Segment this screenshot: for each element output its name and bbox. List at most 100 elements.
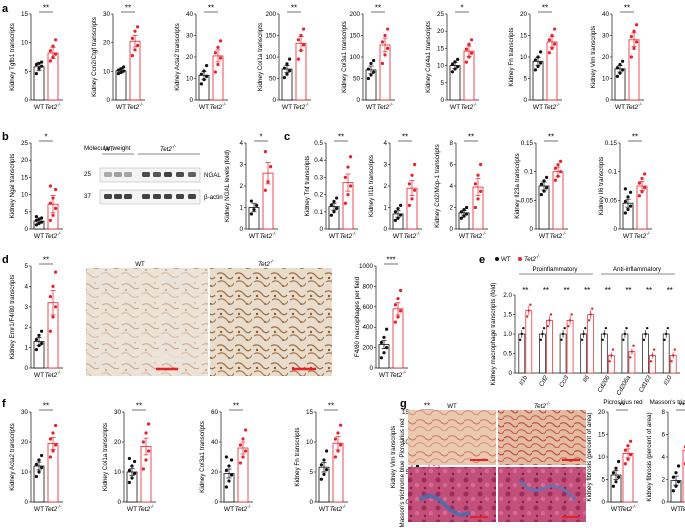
x-label-tet2: Tet2-/- xyxy=(45,504,62,513)
x-label-wt: WT xyxy=(329,233,339,240)
y-tick-label: 2 xyxy=(661,477,665,484)
point-wt xyxy=(379,356,383,360)
y-tick-label: 1.5 xyxy=(503,312,512,319)
point-tet2 xyxy=(54,187,58,192)
point-tet2 xyxy=(333,455,337,459)
point-tet2 xyxy=(48,329,53,333)
point-tet2 xyxy=(549,313,553,316)
point-tet2 xyxy=(410,197,414,201)
y-tick-label: 0.15 xyxy=(605,140,618,147)
y-axis-label: Kidney Acta2 transcripts xyxy=(9,423,16,491)
point-wt xyxy=(582,332,585,336)
x-label-wt: WT xyxy=(393,233,403,240)
sig-label: ** xyxy=(605,286,611,295)
band-ngal xyxy=(164,172,172,177)
point-tet2 xyxy=(349,184,353,188)
point-wt xyxy=(122,69,126,73)
y-tick-label: 0 xyxy=(601,499,605,506)
legend-tet2-marker xyxy=(518,257,522,261)
sig-label: ** xyxy=(543,286,549,295)
point-tet2 xyxy=(213,51,217,55)
x-label-tet2: Tet2-/- xyxy=(620,504,637,513)
point-wt xyxy=(37,61,41,65)
group-label-anti: Anti-inflammatory xyxy=(613,266,662,273)
point-tet2 xyxy=(130,36,134,40)
point-wt xyxy=(645,326,649,330)
point-wt xyxy=(393,218,397,222)
point-wt xyxy=(519,338,522,342)
point-wt xyxy=(40,64,44,68)
point-tet2 xyxy=(568,319,572,322)
y-tick-label: 20 xyxy=(598,409,606,416)
y-tick-label: 2 xyxy=(239,183,243,190)
point-wt xyxy=(621,59,625,63)
y-tick-label: 15 xyxy=(21,174,29,181)
point-wt xyxy=(34,62,39,67)
y-tick-label: 600 xyxy=(362,304,373,311)
chart-a6: 0 5 10 15 20 25 Kidney Col4a1 transcripts WT Tet… xyxy=(425,4,479,111)
sig-label: ** xyxy=(402,133,408,142)
point-tet2 xyxy=(393,320,397,324)
point-tet2 xyxy=(547,38,552,42)
point-tet2 xyxy=(610,354,613,357)
western-ladder-25: 25 xyxy=(84,171,91,178)
point-tet2 xyxy=(238,461,242,465)
x-label-tet2: Tet2-/- xyxy=(626,102,643,111)
y-tick-label: 20 xyxy=(211,469,219,476)
point-wt xyxy=(40,341,44,346)
y-tick-label: 10 xyxy=(437,63,445,70)
point-wt xyxy=(282,76,286,80)
point-tet2 xyxy=(591,307,594,310)
point-wt xyxy=(626,195,630,199)
point-tet2 xyxy=(567,325,570,328)
point-tet2 xyxy=(144,458,148,462)
point-wt xyxy=(133,459,137,464)
y-tick-label: 15 xyxy=(598,432,606,439)
x-label-wt: WT xyxy=(533,104,543,111)
x-label-wt: WT xyxy=(611,506,621,513)
point-wt xyxy=(456,57,460,62)
y-tick-label: 2 xyxy=(449,205,453,212)
point-wt xyxy=(199,82,203,86)
point-wt xyxy=(542,189,546,193)
point-tet2 xyxy=(238,443,242,447)
point-tet2 xyxy=(54,305,58,309)
point-tet2 xyxy=(635,40,639,44)
point-wt xyxy=(536,64,540,69)
point-tet2 xyxy=(629,55,634,59)
point-tet2 xyxy=(269,165,273,169)
y-tick-label: 0 xyxy=(189,97,193,104)
point-wt xyxy=(249,212,253,216)
y-tick-label: 20 xyxy=(21,439,29,446)
y-tick-label: 10 xyxy=(598,454,606,461)
sig-label: * xyxy=(259,133,262,142)
y-tick-label: 5 xyxy=(24,68,28,75)
y-axis-label: Kidney Tgfb1 transcripts xyxy=(9,23,16,91)
y-tick-label: 2.0 xyxy=(503,292,512,299)
y-axis-label: Kidney Il1b transcripts xyxy=(368,155,375,217)
y-tick-label: 0 xyxy=(369,365,373,372)
point-wt xyxy=(332,210,336,214)
point-wt xyxy=(671,489,676,493)
point-wt xyxy=(37,221,41,226)
point-wt xyxy=(372,70,376,74)
point-tet2 xyxy=(54,206,58,210)
chart-e: 0 0.5 1.0 1.5 2.0 Kidney macrophage transcrip… xyxy=(490,254,680,397)
x-label-tet2: Tet2-/- xyxy=(127,102,144,111)
point-wt xyxy=(122,65,126,69)
point-tet2 xyxy=(640,190,644,194)
point-wt xyxy=(282,66,286,70)
point-tet2 xyxy=(54,423,58,428)
sig-label: ** xyxy=(625,286,631,295)
point-tet2 xyxy=(51,284,55,288)
point-wt xyxy=(227,464,231,468)
point-wt xyxy=(601,338,604,342)
y-tick-label: 4 xyxy=(24,283,28,290)
point-tet2 xyxy=(570,313,573,316)
sig-label: ** xyxy=(125,4,131,13)
band-actin xyxy=(142,194,150,199)
point-tet2 xyxy=(608,360,611,363)
sig-label: ** xyxy=(328,402,334,411)
point-wt xyxy=(542,326,546,330)
